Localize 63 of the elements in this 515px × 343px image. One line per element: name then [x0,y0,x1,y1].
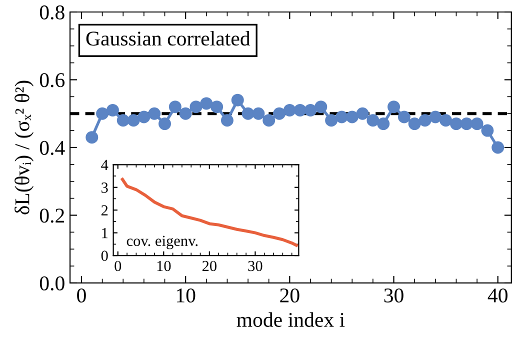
point [96,107,109,120]
point [138,110,150,124]
point [127,114,140,127]
point [366,114,380,127]
x-tick-label: 20 [202,260,216,272]
y-tick-label: 0.4 [40,140,65,156]
y-tick-label: 1 [102,228,108,238]
point [440,114,452,127]
x-tick-label: 10 [177,288,196,302]
point [168,100,182,114]
y-tick-label: 4 [101,160,108,170]
annotation: Gaussian correlated [86,30,250,46]
x-tick-label: 40 [488,288,508,302]
point [116,114,130,127]
point [314,100,328,114]
x-tick-label: 30 [384,288,404,302]
point [294,104,306,116]
point [388,100,400,114]
y-tick-label: 3 [102,182,108,193]
y-tick-label: 0.0 [40,276,64,290]
point [242,107,254,120]
point [429,110,442,124]
point [148,107,161,120]
point [408,118,421,130]
point [470,118,484,130]
y-tick-label: 0.8 [40,5,64,20]
point [252,107,265,120]
point [231,94,244,106]
point [418,114,432,127]
point [86,131,98,144]
point [262,114,276,127]
point [356,107,369,120]
x-axis-title: mode index i [236,312,345,327]
point [220,114,234,127]
point [273,107,286,120]
point [335,110,348,124]
point [200,97,213,110]
x-tick-label: 30 [248,260,262,272]
x-tick-label: 0 [114,260,122,272]
point [325,114,338,127]
y-tick-label: 2 [101,205,108,216]
x-tick-label: 0 [77,288,86,302]
point [283,104,296,116]
y-tick-label: 0.6 [40,73,65,88]
point [304,104,317,116]
point [481,124,494,137]
point [158,118,172,130]
y-axis-title: δL(θvᵢ) / (σₓ² θ²) [14,80,34,214]
point [377,118,390,130]
x-tick-label: 10 [157,260,171,272]
point [210,100,224,114]
point [179,107,192,120]
x-tick-label: 20 [280,288,300,302]
y-tick-label: 0.2 [40,208,64,223]
point [450,118,462,130]
point [460,118,473,130]
point [190,100,202,114]
annotation: cov. eigenv. [126,236,198,250]
point [492,141,504,154]
point [398,110,410,124]
point [346,110,358,124]
y-tick-label: 0 [101,250,108,261]
point [106,104,119,116]
